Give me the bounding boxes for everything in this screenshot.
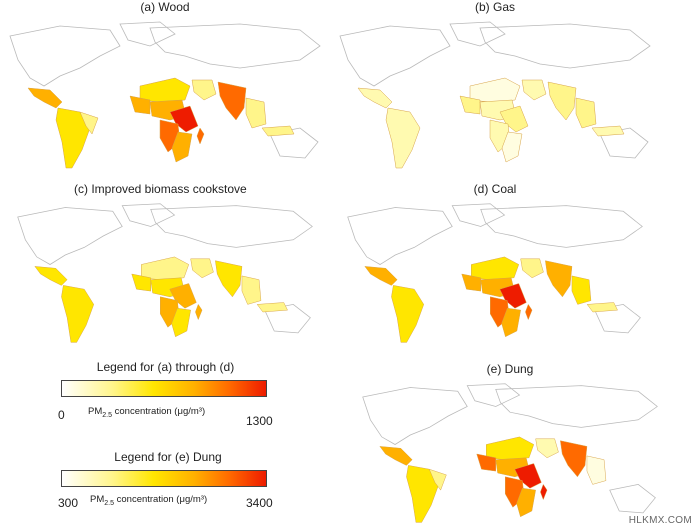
panel-gas: (b) Gas (330, 0, 660, 180)
panel-title-dung: (e) Dung (486, 362, 534, 376)
panel-improved-cookstove: (c) Improved biomass cookstove (0, 182, 330, 352)
legend-max-dung: 3400 (246, 496, 273, 510)
legend-caption-pre: PM (90, 494, 105, 505)
legend-caption-sub: 2.5 (104, 499, 114, 507)
legend-caption-a-through-d: PM2.5 concentration (μg/m³) (88, 406, 205, 419)
panel-title-improved-cookstove: (c) Improved biomass cookstove (74, 182, 247, 196)
panel-title-wood: (a) Wood (140, 0, 190, 14)
panel-title-gas: (b) Gas (474, 0, 515, 14)
legend-caption-dung: PM2.5 concentration (μg/m³) (90, 494, 207, 507)
legend-min-a-through-d: 0 (58, 408, 65, 422)
legend-gradient-a-through-d (61, 380, 267, 397)
world-map-dung (362, 383, 658, 523)
legend-caption-post: concentration (μg/m³) (111, 406, 206, 417)
legend-gradient-dung (61, 470, 267, 487)
panel-wood: (a) Wood (0, 0, 330, 180)
panel-coal: (d) Coal (330, 182, 660, 352)
legend-caption-post: concentration (μg/m³) (113, 494, 208, 505)
legend-title-a-through-d: Legend for (a) through (d) (96, 360, 235, 374)
legend-title-dung: Legend for (e) Dung (114, 450, 222, 464)
world-map-gas (339, 21, 651, 169)
legend-min-dung: 300 (58, 496, 79, 510)
legend-caption-sub: 2.5 (102, 411, 112, 419)
panel-title-coal: (d) Coal (473, 182, 517, 196)
legend-a-through-d: Legend for (a) through (d) 0 PM2.5 conce… (58, 360, 273, 430)
legend-caption-pre: PM (88, 406, 103, 417)
world-map-improved-cookstove (17, 203, 313, 343)
legend-max-a-through-d: 1300 (246, 414, 273, 428)
watermark: HLKMX.COM (628, 515, 692, 526)
world-map-coal (347, 203, 643, 343)
panel-dung: (e) Dung (350, 362, 670, 530)
legend-dung: Legend for (e) Dung 300 PM2.5 concentrat… (58, 450, 278, 520)
world-map-wood (9, 21, 321, 169)
